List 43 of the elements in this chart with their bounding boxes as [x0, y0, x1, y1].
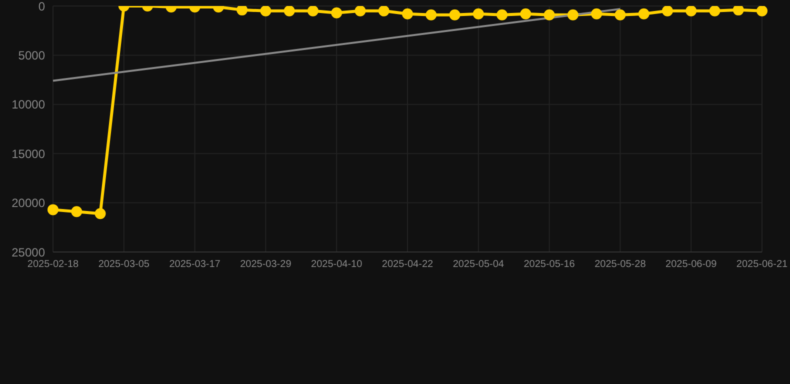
point	[520, 8, 532, 20]
x-tick-label: 2025-05-04	[452, 259, 504, 270]
x-tick-label: 2025-06-21	[736, 259, 788, 270]
point	[591, 8, 602, 20]
point	[378, 6, 390, 16]
point	[614, 9, 626, 20]
x-tick-label: 2025-05-16	[524, 259, 576, 270]
point	[567, 9, 578, 20]
x-tick-label: 2025-05-28	[594, 259, 646, 270]
x-tick-label: 2025-06-09	[666, 259, 718, 270]
point	[331, 7, 342, 18]
y-tick-label: 5000	[18, 48, 46, 62]
point	[544, 9, 555, 20]
point	[496, 9, 508, 20]
y-tick-label: 25000	[12, 245, 46, 260]
y-tick-label: 15000	[12, 146, 46, 161]
x-tick-label: 2025-04-10	[311, 259, 363, 270]
point	[709, 6, 720, 16]
y-tick-label: 10000	[12, 98, 46, 112]
point	[236, 6, 248, 16]
x-tick-label: 2025-02-18	[27, 259, 80, 270]
point	[48, 204, 58, 216]
y-tick-label: 0	[38, 0, 46, 14]
point	[71, 206, 82, 218]
point	[472, 8, 484, 20]
x-tick-label: 2025-04-22	[382, 259, 434, 270]
point	[662, 6, 673, 16]
point	[449, 9, 460, 20]
point	[732, 6, 744, 16]
point	[94, 208, 106, 220]
point	[307, 6, 318, 16]
x-tick-label: 2025-03-17	[169, 259, 221, 270]
x-tick-label: 2025-03-05	[98, 259, 150, 270]
point	[354, 6, 366, 16]
point	[426, 9, 437, 20]
point	[686, 6, 697, 16]
y-tick-label: 20000	[12, 196, 46, 210]
point	[284, 6, 295, 16]
point	[260, 6, 272, 16]
point	[638, 8, 650, 20]
x-tick-label: 2025-03-29	[240, 259, 292, 270]
point	[756, 6, 768, 16]
point	[402, 8, 413, 20]
